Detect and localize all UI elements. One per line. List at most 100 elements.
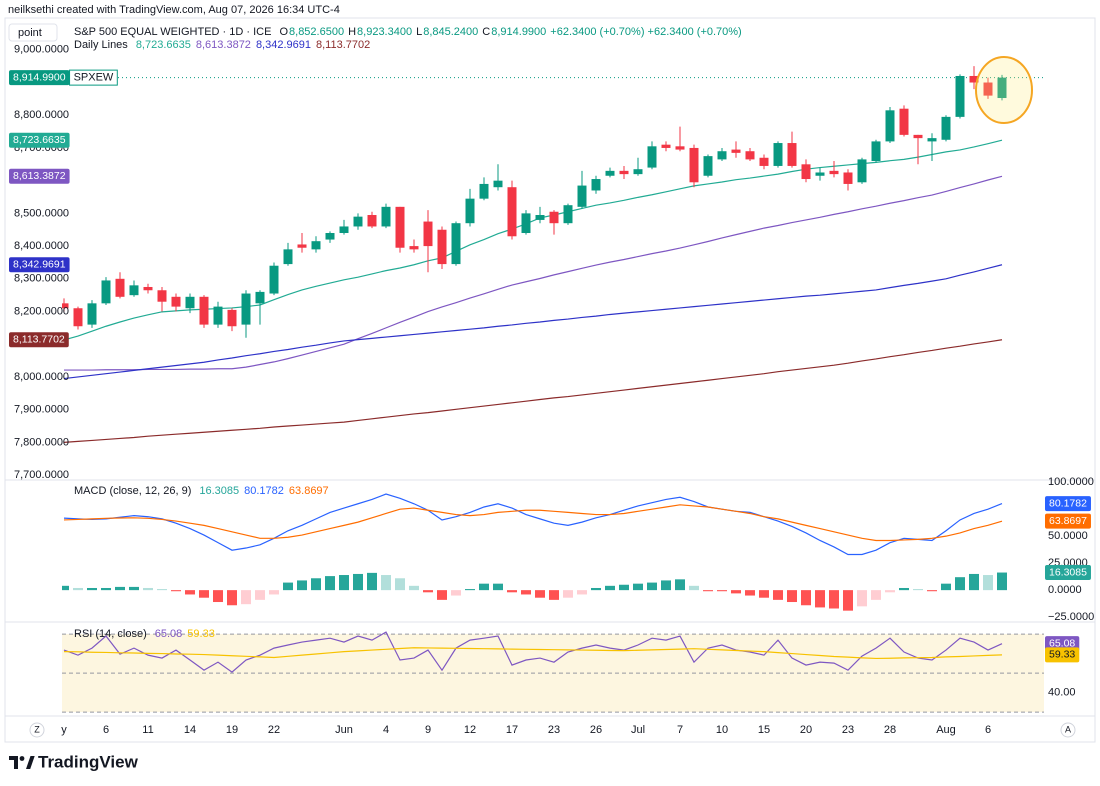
x-tick-label: 14	[184, 724, 196, 736]
candle-body	[829, 170, 839, 175]
candle-body	[577, 185, 587, 207]
candle-body	[451, 223, 461, 265]
legend-value: 8,113.7702	[316, 39, 370, 51]
mode-button[interactable]	[8, 23, 58, 42]
indicator-line	[63, 504, 1003, 542]
histogram-bar	[283, 582, 293, 591]
logo-text: TradingView	[38, 752, 139, 771]
labels: 9,000.00008,800.00008,700.00008,500.0000…	[9, 26, 1094, 736]
price-badge	[9, 332, 69, 348]
candle-body	[465, 198, 475, 224]
price-badge	[1045, 647, 1080, 663]
indicator-line	[63, 647, 1003, 660]
candle-body	[143, 286, 153, 291]
legend-value: 80.1782	[244, 485, 284, 497]
candle-body	[437, 229, 447, 265]
histogram-bar	[941, 583, 951, 591]
x-tick-label: 22	[268, 724, 280, 736]
histogram-bar	[591, 587, 601, 591]
ohlc-value: 8,845.2400	[423, 26, 478, 38]
price-badge-label: 8,113.7702	[13, 334, 65, 346]
logo-icon	[9, 756, 35, 769]
indicator-line	[63, 339, 1003, 443]
histogram-bar	[395, 578, 405, 591]
price-badge-label: 80.1782	[1049, 497, 1087, 509]
auto-button[interactable]	[1060, 722, 1076, 738]
histogram-bar	[535, 590, 545, 598]
candle-body	[843, 172, 853, 184]
candle-body	[241, 293, 251, 325]
ohlc-value: 8,852.6500	[289, 26, 344, 38]
zoom-button-label[interactable]: Z	[34, 724, 40, 734]
pane-backgrounds	[62, 633, 1044, 713]
candle-body	[801, 164, 811, 180]
histogram-bar	[857, 590, 867, 607]
histogram-bar	[997, 572, 1007, 591]
credit: neilksethi created with TradingView.com,…	[8, 4, 340, 16]
y-tick-label: 40.00	[1048, 686, 1076, 698]
ohlc-key: H	[348, 26, 356, 38]
candle-body	[479, 183, 489, 199]
mode-button-label[interactable]: point	[18, 27, 42, 39]
histogram-bar	[465, 589, 475, 591]
indicator-title: MACD (close, 12, 26, 9)	[74, 485, 191, 497]
histogram-bar	[563, 590, 573, 598]
symbol-tag	[69, 69, 118, 86]
candle-body	[983, 82, 993, 96]
indicator-lines	[62, 77, 1044, 673]
candle-body	[395, 206, 405, 248]
candle-body	[493, 180, 503, 188]
candle-body	[255, 291, 265, 304]
histogram-bar	[647, 582, 657, 591]
candle-body	[619, 170, 629, 175]
x-tick-label: 10	[716, 724, 728, 736]
candle-body	[269, 265, 279, 294]
candle-body	[227, 309, 237, 327]
histogram-bar	[129, 586, 139, 591]
auto-button-label[interactable]: A	[1065, 724, 1071, 734]
histogram-bar	[605, 585, 615, 591]
ohlc-key: L	[416, 26, 422, 38]
histogram-bar	[437, 590, 447, 600]
candle-body	[647, 146, 657, 168]
histogram-bar	[73, 587, 83, 591]
histogram-bar	[549, 590, 559, 600]
histogram-bar	[367, 572, 377, 591]
histogram-bar	[829, 590, 839, 609]
histogram-bar	[521, 590, 531, 595]
candle-body	[661, 144, 671, 148]
y-tick-label: 7,800.0000	[14, 436, 69, 448]
histogram-bar	[717, 590, 727, 592]
y-tick-label: 9,000.0000	[14, 44, 69, 56]
x-tick-label: 28	[884, 724, 896, 736]
x-tick-label: 4	[383, 724, 389, 736]
histogram-bar	[983, 575, 993, 591]
candle-body	[367, 215, 377, 227]
price-badge-label: 63.8697	[1049, 515, 1087, 527]
candle-body	[955, 75, 965, 117]
x-tick-label: Jun	[335, 724, 353, 736]
candle-body	[703, 156, 713, 176]
y-tick-label: 8,800.0000	[14, 109, 69, 121]
histogram-bar	[661, 580, 671, 591]
candle-body	[73, 308, 83, 327]
histogram-bar	[339, 575, 349, 591]
candle-body	[969, 75, 979, 83]
histogram-bar	[689, 585, 699, 591]
y-tick-label: 50.0000	[1048, 530, 1088, 542]
histogram-bar	[423, 590, 433, 593]
zoom-button[interactable]	[29, 722, 45, 738]
histogram-bar	[759, 590, 769, 598]
candle-body	[115, 278, 125, 297]
price-marks	[62, 66, 1007, 611]
price-badge-label: 16.3085	[1049, 566, 1087, 578]
histogram-bar	[703, 590, 713, 592]
histogram-bar	[409, 585, 419, 591]
legend-value: 8,613.3872	[196, 39, 251, 51]
legend-value: 8,723.6635	[136, 39, 191, 51]
histogram-bar	[577, 590, 587, 595]
candle-body	[857, 159, 867, 183]
x-tick-label: 6	[103, 724, 109, 736]
indicator-title: RSI (14, close)	[74, 628, 147, 640]
